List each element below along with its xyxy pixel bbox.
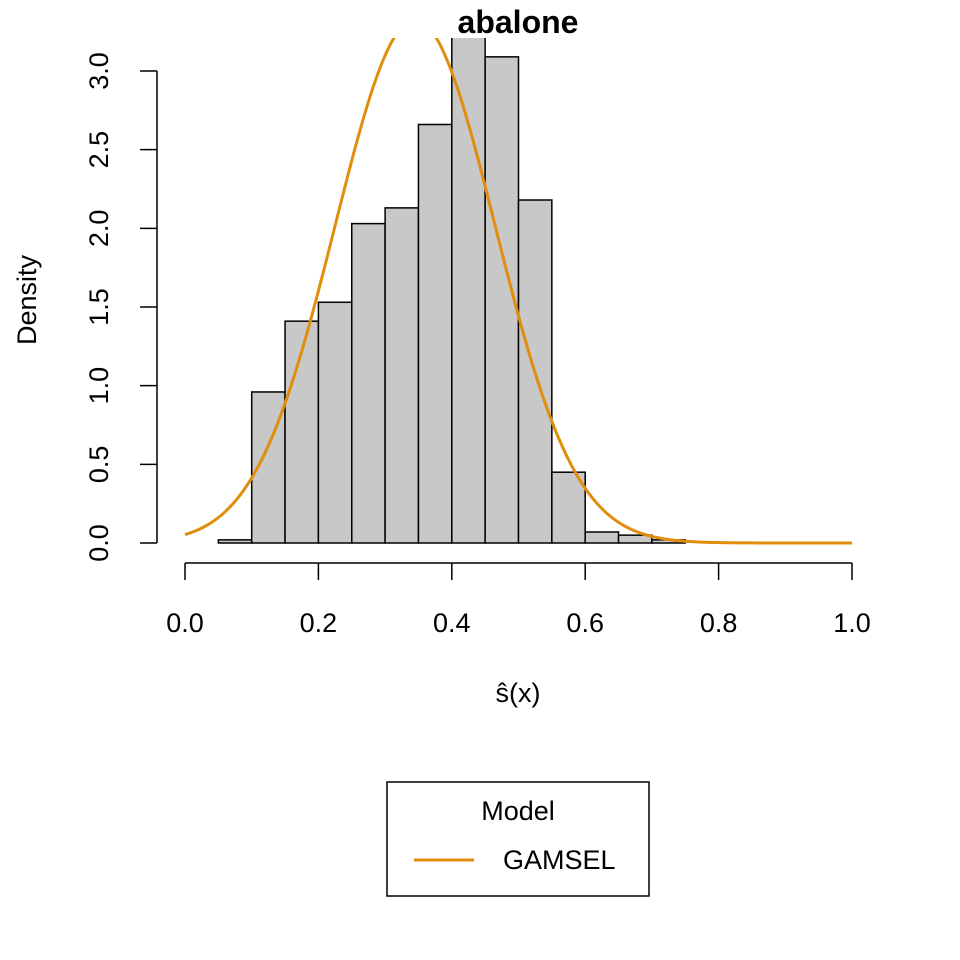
density-curve-layer <box>184 38 852 545</box>
y-tick-label: 3.0 <box>84 52 114 90</box>
x-axis-label: ŝ(x) <box>496 678 541 708</box>
x-axis: 0.0 0.2 0.4 0.6 0.8 1.0 <box>166 562 871 638</box>
legend: Model GAMSEL <box>386 781 650 897</box>
histogram-bar <box>317 301 353 544</box>
histogram-bar <box>584 531 620 544</box>
legend-box <box>386 781 650 897</box>
legend-entry-gamsel: GAMSEL <box>503 845 616 875</box>
y-tick-label: 2.0 <box>84 210 114 248</box>
y-axis-label: Density <box>12 254 42 345</box>
legend-title: Model <box>481 796 555 826</box>
x-tick-label: 0.0 <box>166 608 204 638</box>
histogram-bars <box>217 38 687 544</box>
y-tick-label: 0.5 <box>84 446 114 484</box>
y-tick-label: 0.0 <box>84 524 114 562</box>
chart-title: abalone <box>458 4 579 40</box>
x-tick-label: 0.6 <box>566 608 604 638</box>
x-tick-label: 0.8 <box>700 608 738 638</box>
histogram-bar <box>217 539 253 544</box>
y-tick-label: 2.5 <box>84 131 114 169</box>
y-tick-label: 1.0 <box>84 367 114 405</box>
y-tick-label: 1.5 <box>84 288 114 326</box>
histogram-bar <box>384 207 420 544</box>
histogram-bar <box>284 320 320 544</box>
density-curve-gamsel <box>184 38 852 545</box>
x-tick-label: 0.4 <box>433 608 471 638</box>
x-tick-label: 1.0 <box>833 608 871 638</box>
histogram-bar <box>451 38 486 544</box>
x-tick-label: 0.2 <box>300 608 338 638</box>
histogram-bar <box>351 222 386 544</box>
histogram-bar <box>617 534 653 544</box>
histogram-bar <box>551 471 586 544</box>
histogram-bar <box>417 123 453 544</box>
y-axis: 0.0 0.5 1.0 1.5 2.0 2.5 3.0 <box>84 52 158 562</box>
